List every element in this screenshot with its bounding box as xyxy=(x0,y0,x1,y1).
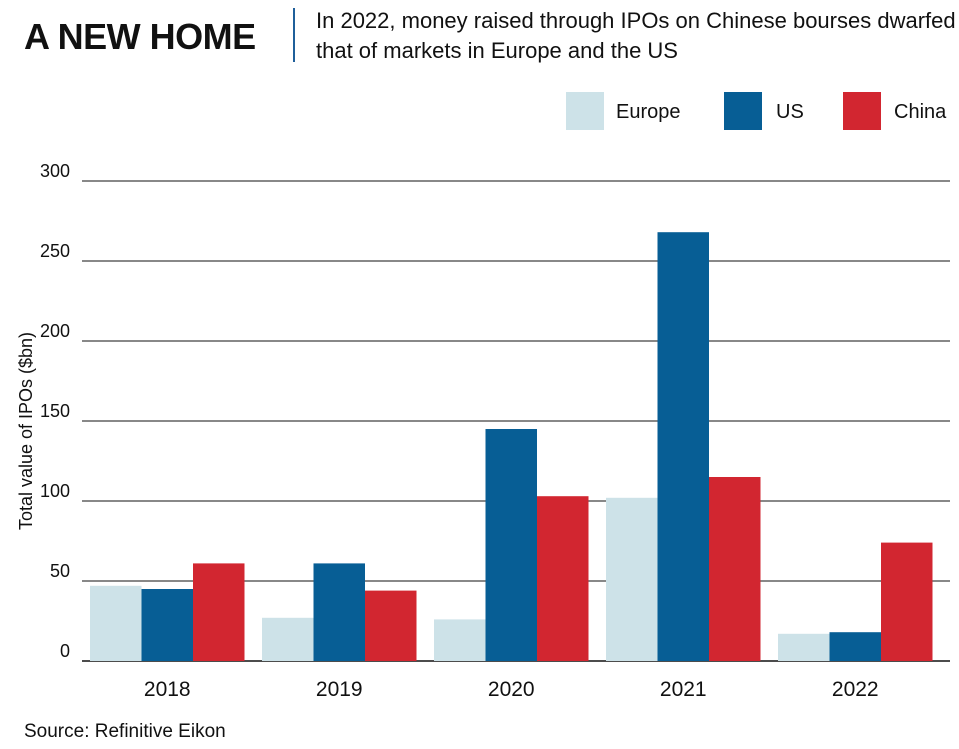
bar-europe-2022 xyxy=(778,633,830,661)
bar-us-2018 xyxy=(141,589,193,661)
bar-china-2022 xyxy=(881,542,933,661)
legend-swatch-europe xyxy=(566,92,604,130)
legend-label-us: US xyxy=(776,101,804,123)
bar-china-2020 xyxy=(537,496,589,661)
bar-us-2021 xyxy=(657,232,709,661)
bar-us-2020 xyxy=(485,429,537,661)
y-tick-label: 50 xyxy=(50,561,70,581)
bar-china-2021 xyxy=(709,477,761,661)
legend-swatch-china xyxy=(843,92,881,130)
legend-label-china: China xyxy=(894,101,947,123)
y-axis-label: Total value of IPOs ($bn) xyxy=(16,332,36,530)
source-note: Source: Refinitive Eikon xyxy=(24,721,226,742)
bar-europe-2021 xyxy=(606,497,658,661)
bar-china-2019 xyxy=(365,590,417,661)
bar-europe-2019 xyxy=(262,617,314,661)
y-tick-label: 200 xyxy=(40,321,70,341)
chart-title: A NEW HOME xyxy=(24,16,256,57)
y-tick-label: 0 xyxy=(60,641,70,661)
title-divider xyxy=(293,8,295,62)
bar-europe-2018 xyxy=(90,585,142,661)
y-tick-label: 250 xyxy=(40,241,70,261)
bar-us-2022 xyxy=(829,632,881,661)
bar-us-2019 xyxy=(313,563,365,661)
legend-swatch-us xyxy=(724,92,762,130)
x-tick-label: 2019 xyxy=(316,678,363,701)
y-tick-label: 100 xyxy=(40,481,70,501)
y-tick-label: 150 xyxy=(40,401,70,421)
y-tick-label: 300 xyxy=(40,161,70,181)
legend-label-europe: Europe xyxy=(616,101,681,123)
bar-china-2018 xyxy=(193,563,245,661)
x-tick-label: 2022 xyxy=(832,678,879,701)
chart-subtitle: In 2022, money raised through IPOs on Ch… xyxy=(316,8,956,63)
x-tick-label: 2020 xyxy=(488,678,535,701)
x-tick-label: 2021 xyxy=(660,678,707,701)
x-tick-label: 2018 xyxy=(144,678,191,701)
bar-europe-2020 xyxy=(434,619,486,661)
